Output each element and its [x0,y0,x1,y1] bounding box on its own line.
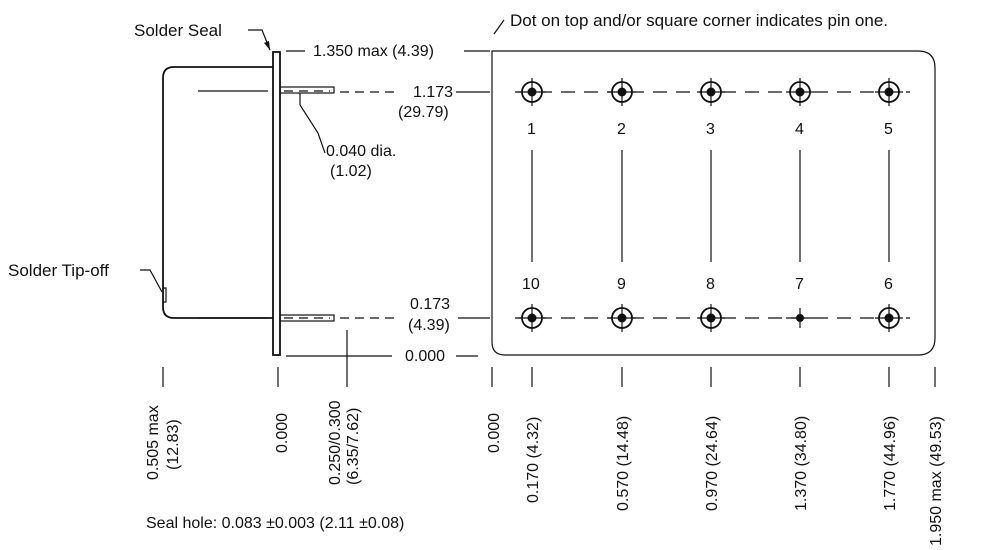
pin-dia-label: 0.040 dia. [326,143,396,160]
solder-seal-arrow [264,41,270,50]
bottom-dim-1370: 1.370 (34.80) [793,416,810,511]
tipoff-leader [140,269,163,293]
dim-max-height: 1.350 max (4.39) [313,43,434,60]
bottom-dim-570: 0.570 (14.48) [615,416,632,511]
pin-9 [608,304,636,332]
side-pin-top [279,86,335,94]
tipoff-bump [163,287,167,303]
dim-1173-mm: (29.79) [398,104,449,121]
side-dim-505: 0.505 max [145,405,162,480]
side-pin-bottom [279,314,335,322]
dim-0173: 0.173 [410,296,450,313]
bottom-dim-1770: 1.770 (44.96) [882,416,899,511]
pin-2 [608,78,636,106]
top-view-outline [491,50,936,356]
pin-dia-leader [299,93,326,154]
pin-number-10: 10 [522,276,540,293]
side-body-outline [162,66,273,319]
pin-8 [697,304,725,332]
pin-3 [697,78,725,106]
solder-seal-leader [248,29,271,51]
pin-number-2: 2 [617,121,626,138]
pin-1 [518,78,546,106]
pin-number-3: 3 [706,121,715,138]
solder-seal-label: Solder Seal [134,21,222,40]
seal-hole-label: Seal hole: 0.083 ±0.003 (2.11 ±0.08) [146,515,404,532]
pin-dia-mm-label: (1.02) [330,163,372,180]
pin-10 [518,304,546,332]
pin-number-1: 1 [527,121,536,138]
side-dim-250: 0.250/0.300 [327,400,344,485]
pin-number-9: 9 [617,276,626,293]
top-view: Dot on top and/or square corner indicate… [486,11,945,546]
pin-7-position [786,308,814,328]
pin-number-7: 7 [795,276,804,293]
dim-0173-mm: (4.39) [408,317,450,334]
side-dim-505-mm: (12.83) [165,419,182,470]
pin-number-8: 8 [706,276,715,293]
bottom-dim-0: 0.000 [486,413,503,453]
pin-number-4: 4 [795,121,804,138]
pin-6 [875,304,903,332]
pin-5 [875,78,903,106]
side-dim-0: 0.000 [274,413,291,453]
dim-0000: 0.000 [405,348,445,365]
pin-number-6: 6 [884,276,893,293]
vertical-dimensions: 1.350 max (4.39) 1.173 (29.79) 0.173 (4.… [286,43,490,365]
seal-plate [272,51,281,356]
dim-1173: 1.173 [413,84,453,101]
pin-4 [786,78,814,106]
bottom-dim-170: 0.170 (4.32) [525,417,542,503]
solder-tipoff-label: Solder Tip-off [8,261,109,280]
side-view: Solder Seal Solder Tip-off 0.040 dia. (1… [8,21,404,532]
side-dim-250-mm: (6.35/7.62) [345,408,362,485]
bottom-dim-970: 0.970 (24.64) [704,416,721,511]
pin-one-leader [493,19,505,35]
pin-one-note: Dot on top and/or square corner indicate… [510,11,888,30]
bottom-dim-1950: 1.950 max (49.53) [928,416,945,546]
pin-number-5: 5 [884,121,893,138]
